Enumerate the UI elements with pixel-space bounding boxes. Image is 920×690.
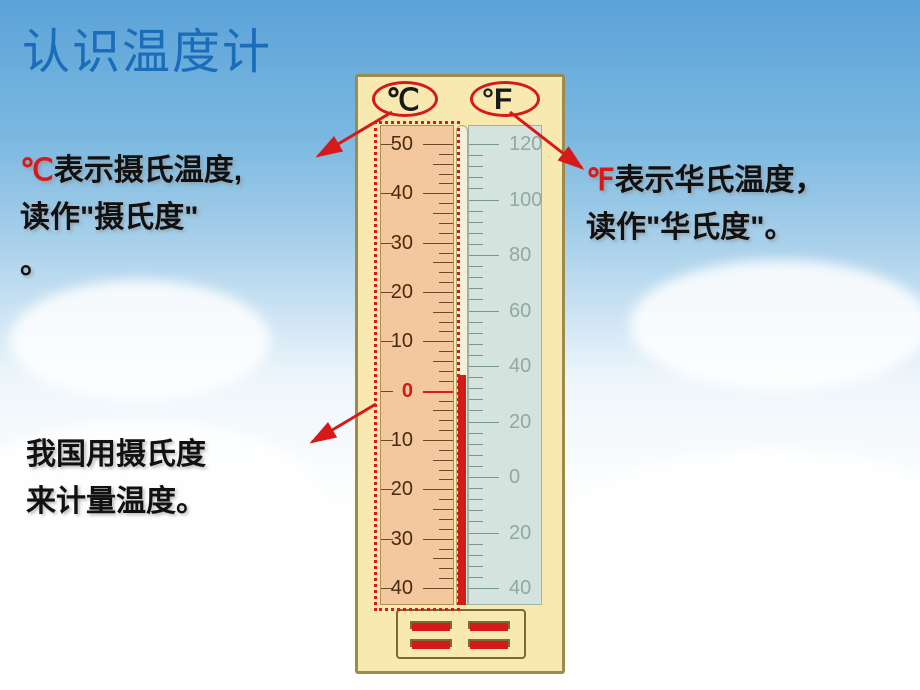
cloud-deco — [630, 260, 920, 390]
china-celsius-callout: 我国用摄氏度 来计量温度。 — [26, 432, 346, 525]
celsius-circle — [372, 81, 438, 117]
page-title: 认识温度计 — [22, 12, 272, 82]
cloud-deco — [10, 280, 270, 400]
fahrenheit-tick-label: 60 — [509, 301, 531, 321]
china-text-2: 来计量温度。 — [26, 485, 206, 518]
thermometer-board: ℃ °F 5040302010010203040 120100806040200… — [355, 74, 565, 674]
fahrenheit-tick-label: 120 — [509, 134, 542, 154]
fahrenheit-text-1: 表示华氏温度， — [615, 164, 825, 197]
celsius-callout: ℃表示摄氏温度, 读作"摄氏度" 。 — [20, 148, 340, 288]
fahrenheit-tick-label: 100 — [509, 190, 542, 210]
china-text-1: 我国用摄氏度 — [26, 438, 206, 471]
fahrenheit-tick-label: 20 — [509, 523, 531, 543]
fahrenheit-symbol-red: ℉ — [586, 164, 615, 197]
celsius-text-1: 表示摄氏温度, — [54, 154, 242, 187]
celsius-highlight-box — [374, 121, 460, 611]
fahrenheit-text-2: 读作"华氏度"。 — [586, 211, 794, 244]
fahrenheit-callout: ℉表示华氏温度， 读作"华氏度"。 — [586, 158, 916, 251]
fahrenheit-tick-label: 0 — [509, 467, 520, 487]
celsius-text-2: 读作"摄氏度" — [20, 201, 198, 234]
celsius-text-3: 。 — [20, 247, 50, 280]
fahrenheit-tick-label: 40 — [509, 578, 531, 598]
fahrenheit-tick-label: 80 — [509, 245, 531, 265]
celsius-symbol-red: ℃ — [20, 154, 54, 187]
slide-stage: 认识温度计 ℃ °F 5040302010010203040 120100806… — [0, 0, 920, 690]
fahrenheit-tick-label: 20 — [509, 412, 531, 432]
fahrenheit-scale: 120 100 80 60 40 20 0 20 40 — [468, 125, 542, 605]
fahrenheit-circle — [470, 81, 540, 117]
fahrenheit-tick-label: 40 — [509, 356, 531, 376]
thermometer-base — [396, 609, 526, 659]
